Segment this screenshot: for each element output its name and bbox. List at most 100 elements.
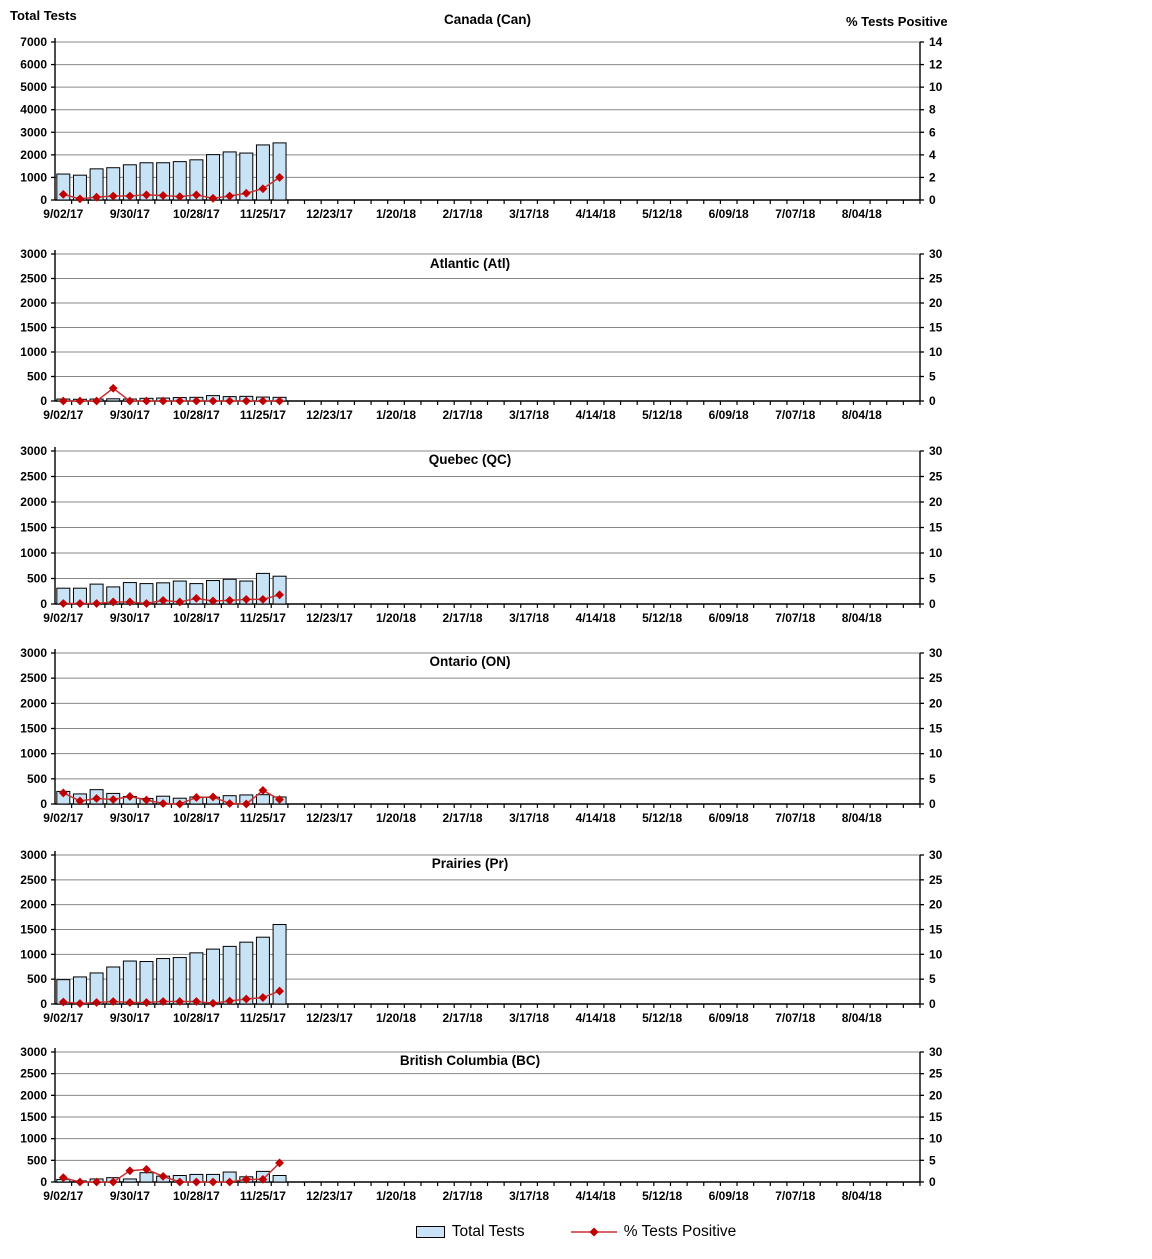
svg-text:10: 10 bbox=[929, 1132, 943, 1146]
x-axis-ticks bbox=[71, 1182, 921, 1186]
left-axis: 0 500 1000 1500 2000 2500 3000 bbox=[20, 444, 55, 611]
svg-text:4/14/18: 4/14/18 bbox=[576, 811, 616, 825]
svg-text:0: 0 bbox=[40, 797, 47, 811]
svg-text:6/09/18: 6/09/18 bbox=[709, 408, 749, 422]
svg-text:2/17/18: 2/17/18 bbox=[443, 1011, 483, 1025]
svg-text:0: 0 bbox=[929, 797, 936, 811]
svg-text:8/04/18: 8/04/18 bbox=[842, 207, 882, 221]
x-axis-labels: 9/02/17 9/30/17 10/28/17 11/25/17 12/23/17 1/… bbox=[43, 611, 882, 625]
svg-text:10/28/17: 10/28/17 bbox=[173, 408, 220, 422]
legend-bar-swatch-icon bbox=[415, 1226, 445, 1238]
svg-text:3000: 3000 bbox=[20, 125, 47, 139]
svg-text:8/04/18: 8/04/18 bbox=[842, 811, 882, 825]
svg-text:10/28/17: 10/28/17 bbox=[173, 811, 220, 825]
svg-text:20: 20 bbox=[929, 696, 943, 710]
svg-text:14: 14 bbox=[929, 35, 943, 49]
panel-title-canada: Canada (Can) bbox=[443, 12, 531, 27]
svg-text:4/14/18: 4/14/18 bbox=[576, 408, 616, 422]
svg-text:0: 0 bbox=[929, 394, 936, 408]
legend-bar-label: Total Tests bbox=[451, 1223, 525, 1240]
svg-text:10/28/17: 10/28/17 bbox=[173, 611, 220, 625]
svg-text:30: 30 bbox=[929, 646, 943, 660]
x-axis-ticks bbox=[71, 604, 921, 608]
svg-text:7/07/18: 7/07/18 bbox=[775, 611, 815, 625]
svg-text:30: 30 bbox=[929, 848, 943, 862]
svg-text:9/30/17: 9/30/17 bbox=[110, 611, 150, 625]
svg-text:3/17/18: 3/17/18 bbox=[509, 811, 549, 825]
svg-text:9/02/17: 9/02/17 bbox=[43, 811, 83, 825]
svg-text:10: 10 bbox=[929, 345, 943, 359]
right-axis: 0 5 10 15 20 25 30 bbox=[920, 444, 943, 611]
svg-text:1000: 1000 bbox=[20, 546, 47, 560]
line-pct-positive bbox=[58, 383, 284, 406]
svg-text:11/25/17: 11/25/17 bbox=[240, 207, 286, 221]
svg-text:1/20/18: 1/20/18 bbox=[376, 611, 416, 625]
svg-text:11/25/17: 11/25/17 bbox=[240, 408, 286, 422]
x-axis-ticks bbox=[71, 200, 921, 204]
svg-text:15: 15 bbox=[929, 321, 943, 335]
svg-text:2000: 2000 bbox=[20, 148, 47, 162]
svg-text:1000: 1000 bbox=[20, 170, 47, 184]
svg-text:5000: 5000 bbox=[20, 80, 47, 94]
svg-text:12/23/17: 12/23/17 bbox=[306, 611, 353, 625]
svg-text:3/17/18: 3/17/18 bbox=[509, 408, 549, 422]
svg-text:1500: 1500 bbox=[20, 321, 47, 335]
line-pct-positive bbox=[58, 590, 284, 608]
svg-text:1/20/18: 1/20/18 bbox=[376, 811, 416, 825]
svg-text:1/20/18: 1/20/18 bbox=[376, 408, 416, 422]
svg-text:5: 5 bbox=[929, 772, 936, 786]
svg-text:6000: 6000 bbox=[20, 58, 47, 72]
svg-text:2000: 2000 bbox=[20, 696, 47, 710]
svg-text:3/17/18: 3/17/18 bbox=[509, 611, 549, 625]
svg-text:0: 0 bbox=[929, 1175, 936, 1189]
svg-text:8/04/18: 8/04/18 bbox=[842, 611, 882, 625]
svg-text:30: 30 bbox=[929, 444, 943, 458]
x-axis-ticks bbox=[71, 401, 921, 405]
svg-text:6/09/18: 6/09/18 bbox=[709, 207, 749, 221]
svg-text:15: 15 bbox=[929, 1110, 943, 1124]
svg-text:7/07/18: 7/07/18 bbox=[775, 1011, 815, 1025]
svg-text:30: 30 bbox=[929, 1045, 943, 1059]
svg-text:5/12/18: 5/12/18 bbox=[642, 811, 682, 825]
panel-4: 0 500 1000 1500 2000 2500 3000 0 5 10 15 20 25 30 9/02… bbox=[20, 848, 942, 1025]
svg-text:9/02/17: 9/02/17 bbox=[43, 207, 83, 221]
svg-text:2: 2 bbox=[929, 170, 936, 184]
svg-text:2/17/18: 2/17/18 bbox=[443, 207, 483, 221]
svg-text:1500: 1500 bbox=[20, 722, 47, 736]
right-axis: 0 5 10 15 20 25 30 bbox=[920, 1045, 943, 1189]
gridlines bbox=[55, 41, 920, 178]
svg-text:9/02/17: 9/02/17 bbox=[43, 611, 83, 625]
legend-item-total-tests: Total Tests bbox=[415, 1223, 525, 1241]
x-axis-labels: 9/02/17 9/30/17 10/28/17 11/25/17 12/23/17 1/… bbox=[43, 207, 882, 221]
svg-text:1000: 1000 bbox=[20, 1132, 47, 1146]
svg-text:1000: 1000 bbox=[20, 345, 47, 359]
svg-text:10/28/17: 10/28/17 bbox=[173, 1011, 220, 1025]
panel-3: 0 500 1000 1500 2000 2500 3000 0 5 10 15 20 25 30 9/02… bbox=[20, 646, 942, 825]
svg-text:7000: 7000 bbox=[20, 35, 47, 49]
svg-text:1000: 1000 bbox=[20, 947, 47, 961]
svg-text:5/12/18: 5/12/18 bbox=[642, 1011, 682, 1025]
svg-text:10/28/17: 10/28/17 bbox=[173, 207, 220, 221]
svg-text:20: 20 bbox=[929, 1088, 943, 1102]
bars-total-tests bbox=[56, 789, 287, 805]
svg-text:9/02/17: 9/02/17 bbox=[43, 408, 83, 422]
panel-0: 0 1000 2000 3000 4000 5000 6000 7000 0 2 4 6 8 10 12 14… bbox=[20, 35, 942, 221]
svg-text:20: 20 bbox=[929, 495, 943, 509]
x-axis-labels: 9/02/17 9/30/17 10/28/17 11/25/17 12/23/17 1/… bbox=[43, 1011, 882, 1025]
line-pct-positive bbox=[58, 786, 284, 809]
svg-text:5/12/18: 5/12/18 bbox=[642, 408, 682, 422]
svg-text:12/23/17: 12/23/17 bbox=[306, 408, 353, 422]
svg-text:20: 20 bbox=[929, 296, 943, 310]
svg-text:25: 25 bbox=[929, 671, 943, 685]
svg-text:5: 5 bbox=[929, 572, 936, 586]
svg-text:1000: 1000 bbox=[20, 747, 47, 761]
svg-text:8/04/18: 8/04/18 bbox=[842, 1189, 882, 1203]
right-axis: 0 5 10 15 20 25 30 bbox=[920, 247, 943, 408]
svg-text:9/30/17: 9/30/17 bbox=[110, 207, 150, 221]
panel-title-atlantic: Atlantic (Atl) bbox=[429, 256, 511, 271]
svg-text:1500: 1500 bbox=[20, 521, 47, 535]
svg-text:2500: 2500 bbox=[20, 671, 47, 685]
svg-text:5: 5 bbox=[929, 972, 936, 986]
svg-text:15: 15 bbox=[929, 521, 943, 535]
legend-item-pct-positive: % Tests Positive bbox=[570, 1223, 736, 1241]
